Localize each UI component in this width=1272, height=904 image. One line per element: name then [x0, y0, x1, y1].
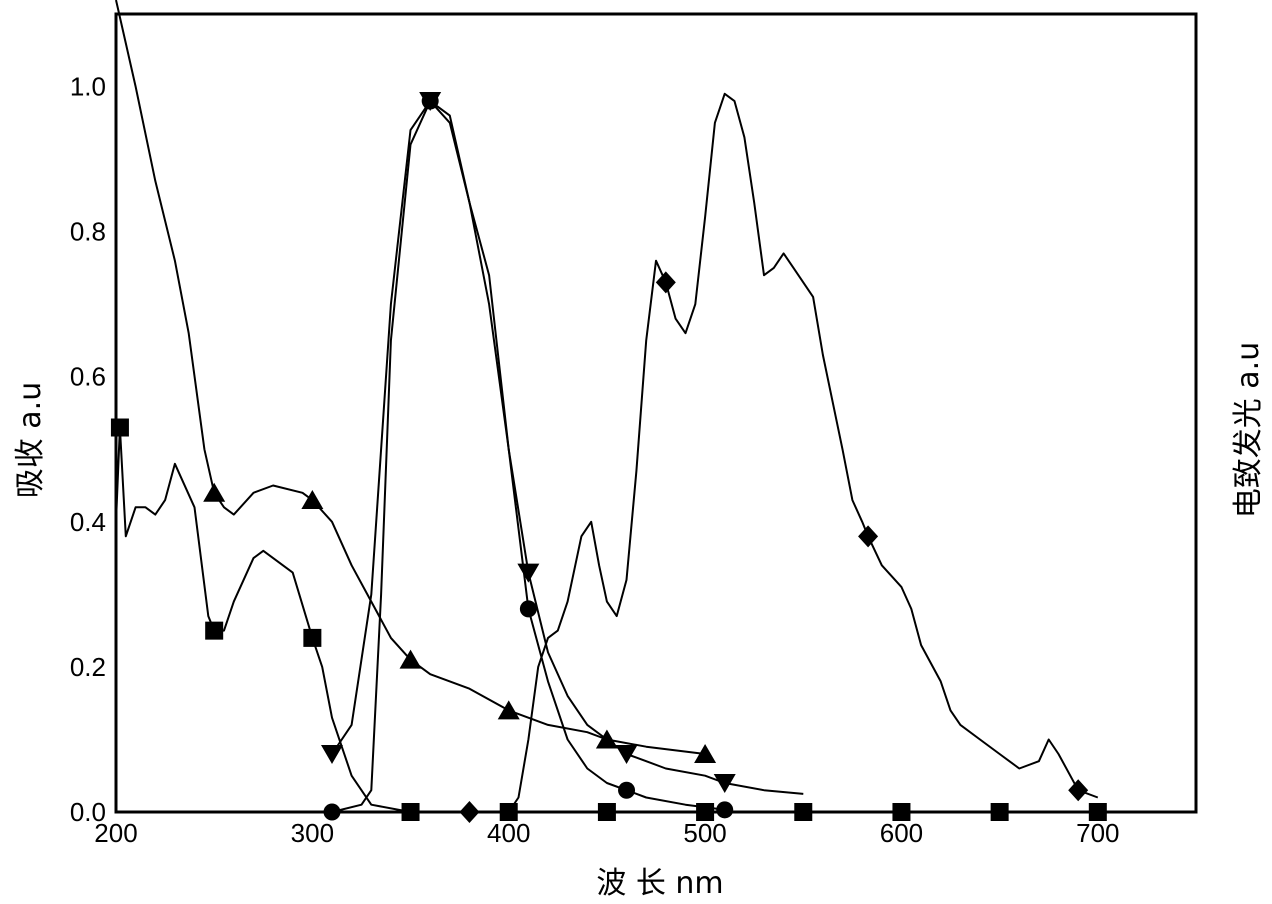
- data-point-square: [205, 621, 224, 640]
- data-point-circle: [519, 600, 537, 618]
- x-tick-label: 300: [291, 818, 334, 848]
- series-line-triangle-down: [331, 100, 804, 795]
- series-line-square: [115, 426, 1098, 813]
- data-point-triangle-down: [713, 773, 736, 793]
- y-tick-label: 0.4: [70, 507, 106, 537]
- data-point-triangle-up: [203, 482, 226, 502]
- y2-axis-title: 电致发光 a.u: [1231, 342, 1266, 518]
- plot-frame: [114, 12, 1198, 814]
- data-point-triangle-down: [615, 744, 638, 764]
- x-tick-label: 400: [487, 818, 530, 848]
- series-layer: [110, 0, 1107, 823]
- data-point-square: [794, 803, 813, 821]
- data-point-square: [990, 803, 1009, 821]
- y-tick-label: 0.6: [70, 362, 106, 392]
- y-tick-label: 0.8: [70, 217, 106, 247]
- data-point-triangle-up: [301, 490, 324, 510]
- x-tick-label: 700: [1076, 818, 1119, 848]
- data-point-diamond: [1068, 779, 1089, 802]
- data-point-square: [597, 803, 616, 821]
- x-tick-label: 600: [880, 818, 923, 848]
- data-point-diamond: [459, 801, 480, 823]
- x-tick-label: 200: [94, 818, 137, 848]
- data-point-diamond: [858, 525, 879, 548]
- data-point-circle: [323, 803, 341, 821]
- series-line-diamond: [469, 92, 1099, 813]
- x-axis-title: 波 长 nm: [596, 866, 723, 901]
- data-point-triangle-up: [399, 649, 422, 669]
- data-point-circle: [716, 801, 734, 819]
- data-point-triangle-up: [497, 700, 520, 720]
- y-tick-label: 1.0: [70, 72, 106, 102]
- data-point-square: [892, 803, 911, 821]
- data-point-square: [110, 418, 129, 437]
- data-point-diamond: [655, 271, 676, 294]
- data-point-square: [1088, 803, 1107, 821]
- data-point-triangle-down: [517, 563, 540, 583]
- x-tick-label: 500: [683, 818, 726, 848]
- data-point-triangle-down: [321, 744, 343, 764]
- data-point-circle: [618, 781, 636, 799]
- y-tick-label: 0.0: [70, 797, 106, 827]
- data-point-square: [303, 628, 322, 647]
- series-line-triangle-up: [115, 0, 706, 755]
- y-axis-title: 吸收 a.u: [13, 382, 48, 498]
- y-tick-label: 0.2: [70, 652, 106, 682]
- data-point-square: [401, 803, 420, 821]
- data-point-triangle-up: [694, 743, 717, 763]
- series-line-circle: [331, 100, 725, 813]
- data-point-circle: [421, 92, 439, 110]
- ticks-layer: 200 300 400 500 600 700 0.0 0.2 0.4 0.6 0.8 1.0: [70, 72, 1120, 848]
